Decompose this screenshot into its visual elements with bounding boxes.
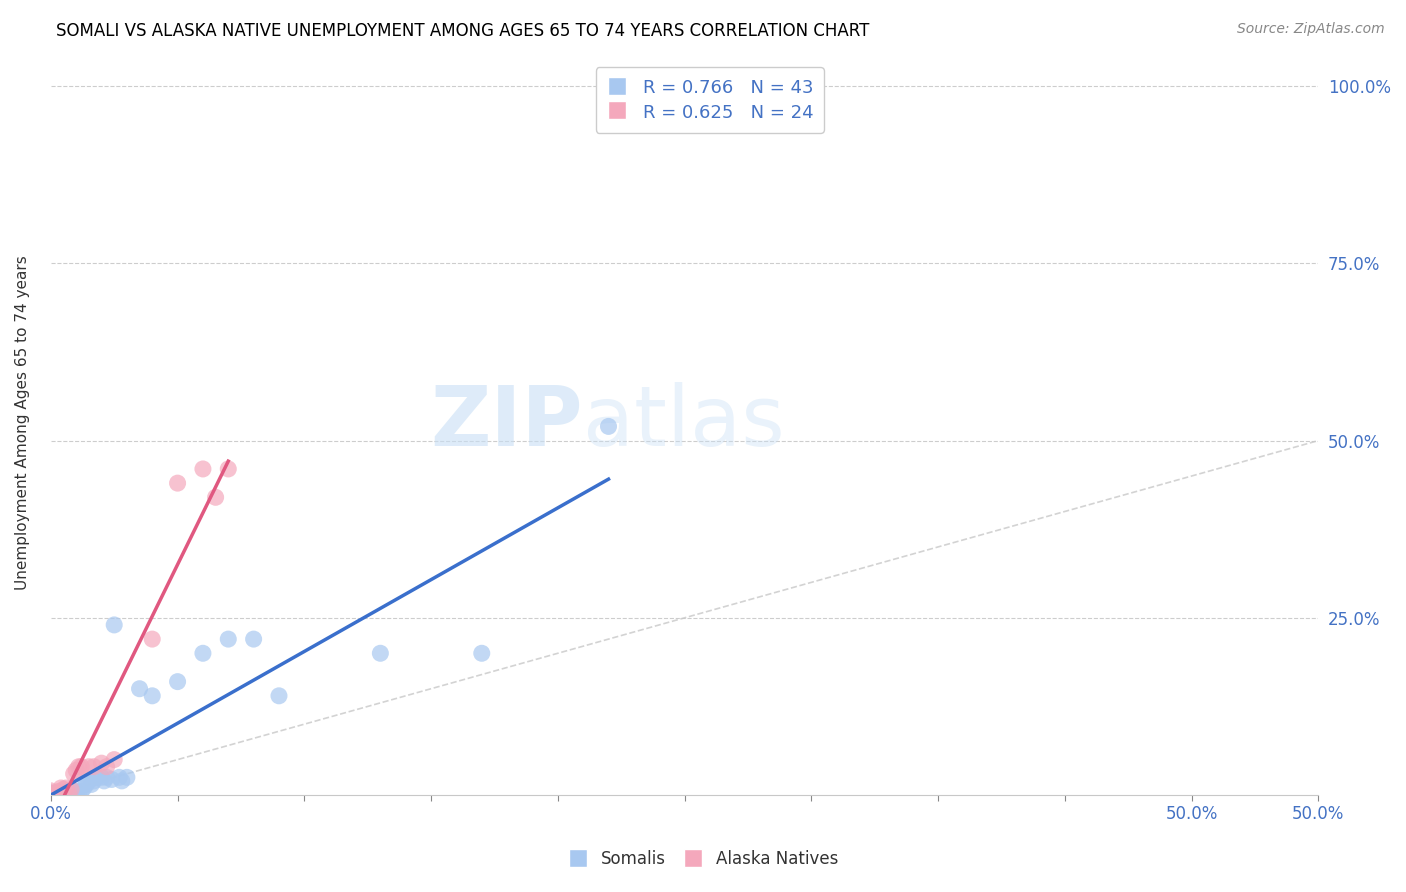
Point — [62, 784, 84, 798]
Point — [60, 782, 83, 797]
Point — [166, 674, 188, 689]
Point — [191, 646, 214, 660]
Point — [62, 766, 84, 780]
Point — [39, 788, 62, 802]
Point — [73, 780, 96, 795]
Legend: Somalis, Alaska Natives: Somalis, Alaska Natives — [561, 844, 845, 875]
Point — [65, 764, 87, 778]
Point — [48, 787, 70, 801]
Point — [67, 786, 90, 800]
Point — [39, 784, 62, 798]
Point — [108, 770, 131, 784]
Point — [52, 785, 75, 799]
Point — [52, 788, 75, 802]
Point — [39, 788, 62, 802]
Legend: R = 0.766   N = 43, R = 0.625   N = 24: R = 0.766 N = 43, R = 0.625 N = 24 — [596, 67, 824, 133]
Text: Source: ZipAtlas.com: Source: ZipAtlas.com — [1237, 22, 1385, 37]
Point — [111, 773, 134, 788]
Point — [166, 476, 188, 491]
Point — [471, 646, 494, 660]
Point — [70, 784, 93, 798]
Point — [55, 780, 77, 795]
Point — [103, 753, 125, 767]
Point — [49, 786, 72, 800]
Text: ZIP: ZIP — [430, 383, 583, 463]
Point — [267, 689, 290, 703]
Point — [48, 784, 70, 798]
Point — [70, 760, 93, 774]
Point — [67, 760, 90, 774]
Point — [49, 780, 72, 795]
Point — [65, 784, 87, 798]
Point — [141, 689, 163, 703]
Point — [217, 462, 239, 476]
Point — [58, 787, 80, 801]
Point — [65, 788, 87, 802]
Point — [103, 618, 125, 632]
Point — [55, 786, 77, 800]
Point — [90, 756, 112, 771]
Point — [128, 681, 150, 696]
Point — [90, 770, 112, 784]
Y-axis label: Unemployment Among Ages 65 to 74 years: Unemployment Among Ages 65 to 74 years — [15, 255, 30, 591]
Point — [191, 462, 214, 476]
Point — [141, 632, 163, 646]
Point — [45, 786, 67, 800]
Point — [115, 770, 138, 784]
Point — [96, 760, 118, 774]
Point — [39, 786, 62, 800]
Point — [86, 770, 108, 784]
Point — [60, 785, 83, 799]
Point — [598, 419, 620, 434]
Point — [77, 760, 100, 774]
Point — [39, 786, 62, 800]
Point — [45, 788, 67, 802]
Point — [39, 787, 62, 801]
Point — [217, 632, 239, 646]
Point — [58, 784, 80, 798]
Point — [39, 788, 62, 802]
Text: atlas: atlas — [583, 383, 785, 463]
Point — [77, 773, 100, 788]
Point — [93, 773, 115, 788]
Point — [52, 782, 75, 797]
Point — [80, 777, 103, 791]
Point — [242, 632, 264, 646]
Text: SOMALI VS ALASKA NATIVE UNEMPLOYMENT AMONG AGES 65 TO 74 YEARS CORRELATION CHART: SOMALI VS ALASKA NATIVE UNEMPLOYMENT AMO… — [56, 22, 870, 40]
Point — [204, 491, 226, 505]
Point — [83, 773, 105, 788]
Point — [370, 646, 392, 660]
Point — [58, 786, 80, 800]
Point — [100, 772, 122, 787]
Point — [96, 770, 118, 784]
Point — [83, 760, 105, 774]
Point — [39, 788, 62, 802]
Point — [75, 777, 97, 791]
